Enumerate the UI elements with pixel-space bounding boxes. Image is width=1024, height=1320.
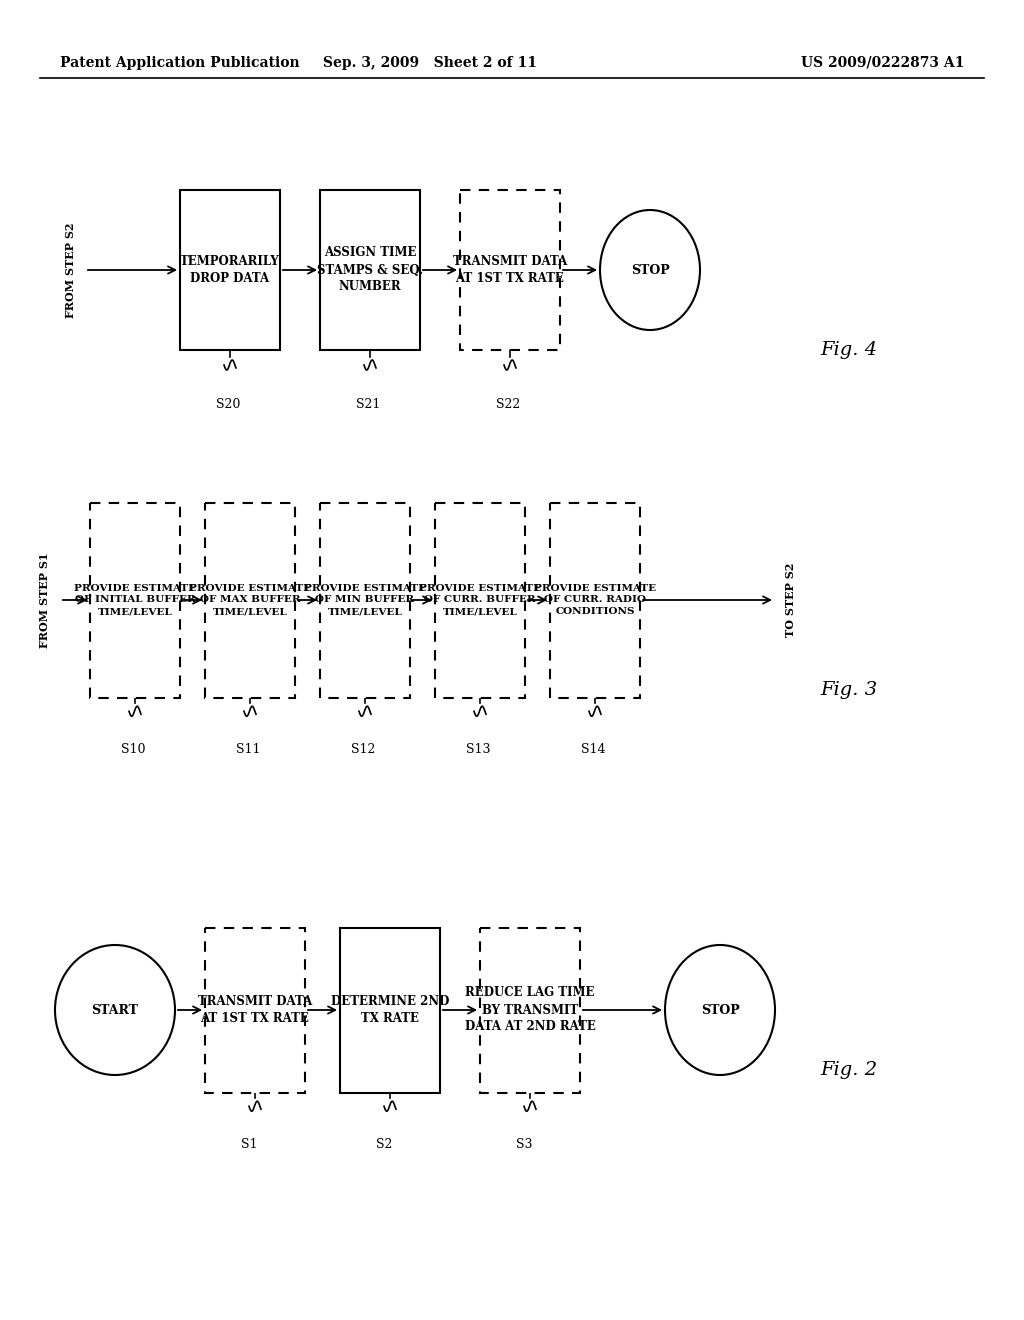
Text: REDUCE LAG TIME
BY TRANSMIT
DATA AT 2ND RATE: REDUCE LAG TIME BY TRANSMIT DATA AT 2ND … — [465, 986, 595, 1034]
Text: Patent Application Publication: Patent Application Publication — [60, 55, 300, 70]
Text: TRANSMIT DATA
AT 1ST TX RATE: TRANSMIT DATA AT 1ST TX RATE — [453, 255, 567, 285]
Text: S1: S1 — [241, 1138, 257, 1151]
Text: S14: S14 — [581, 743, 605, 756]
Text: S20: S20 — [216, 399, 241, 411]
Bar — [205, 503, 295, 697]
Text: S3: S3 — [516, 1138, 532, 1151]
Text: S12: S12 — [351, 743, 376, 756]
Text: US 2009/0222873 A1: US 2009/0222873 A1 — [801, 55, 964, 70]
Ellipse shape — [665, 945, 775, 1074]
Text: TO STEP S2: TO STEP S2 — [784, 562, 796, 638]
Text: DETERMINE 2ND
TX RATE: DETERMINE 2ND TX RATE — [331, 995, 450, 1026]
Text: S21: S21 — [356, 399, 380, 411]
Text: S22: S22 — [496, 399, 520, 411]
Bar — [480, 928, 580, 1093]
Text: TEMPORARILY
DROP DATA: TEMPORARILY DROP DATA — [180, 255, 280, 285]
Bar — [550, 503, 640, 697]
Text: Fig. 2: Fig. 2 — [820, 1061, 878, 1078]
Bar — [180, 190, 280, 350]
Bar — [460, 190, 560, 350]
Text: TRANSMIT DATA
AT 1ST TX RATE: TRANSMIT DATA AT 1ST TX RATE — [198, 995, 312, 1026]
Bar — [435, 503, 525, 697]
Text: Sep. 3, 2009   Sheet 2 of 11: Sep. 3, 2009 Sheet 2 of 11 — [323, 55, 537, 70]
Text: PROVIDE ESTIMATE
OF INITIAL BUFFER
TIME/LEVEL: PROVIDE ESTIMATE OF INITIAL BUFFER TIME/… — [74, 583, 196, 616]
Text: Fig. 4: Fig. 4 — [820, 341, 878, 359]
Text: S13: S13 — [466, 743, 490, 756]
Ellipse shape — [55, 945, 175, 1074]
Bar — [205, 928, 305, 1093]
Bar — [319, 503, 410, 697]
Text: PROVIDE ESTIMATE
OF MIN BUFFER
TIME/LEVEL: PROVIDE ESTIMATE OF MIN BUFFER TIME/LEVE… — [304, 583, 426, 616]
Bar — [90, 503, 180, 697]
Ellipse shape — [600, 210, 700, 330]
Text: PROVIDE ESTIMATE
OF MAX BUFFER
TIME/LEVEL: PROVIDE ESTIMATE OF MAX BUFFER TIME/LEVE… — [189, 583, 311, 616]
Text: START: START — [91, 1003, 138, 1016]
Text: STOP: STOP — [700, 1003, 739, 1016]
Text: S11: S11 — [236, 743, 260, 756]
Bar — [340, 928, 440, 1093]
Text: FROM STEP S2: FROM STEP S2 — [65, 222, 76, 318]
Text: S10: S10 — [121, 743, 145, 756]
Text: S2: S2 — [376, 1138, 392, 1151]
Text: ASSIGN TIME
STAMPS & SEQ.
NUMBER: ASSIGN TIME STAMPS & SEQ. NUMBER — [317, 247, 423, 293]
Text: STOP: STOP — [631, 264, 670, 276]
Text: Fig. 3: Fig. 3 — [820, 681, 878, 700]
Text: PROVIDE ESTIMATE
OF CURR. BUFFER
TIME/LEVEL: PROVIDE ESTIMATE OF CURR. BUFFER TIME/LE… — [419, 583, 541, 616]
Text: FROM STEP S1: FROM STEP S1 — [40, 552, 50, 648]
Bar — [319, 190, 420, 350]
Text: PROVIDE ESTIMATE
OF CURR. RADIO
CONDITIONS: PROVIDE ESTIMATE OF CURR. RADIO CONDITIO… — [534, 583, 656, 616]
